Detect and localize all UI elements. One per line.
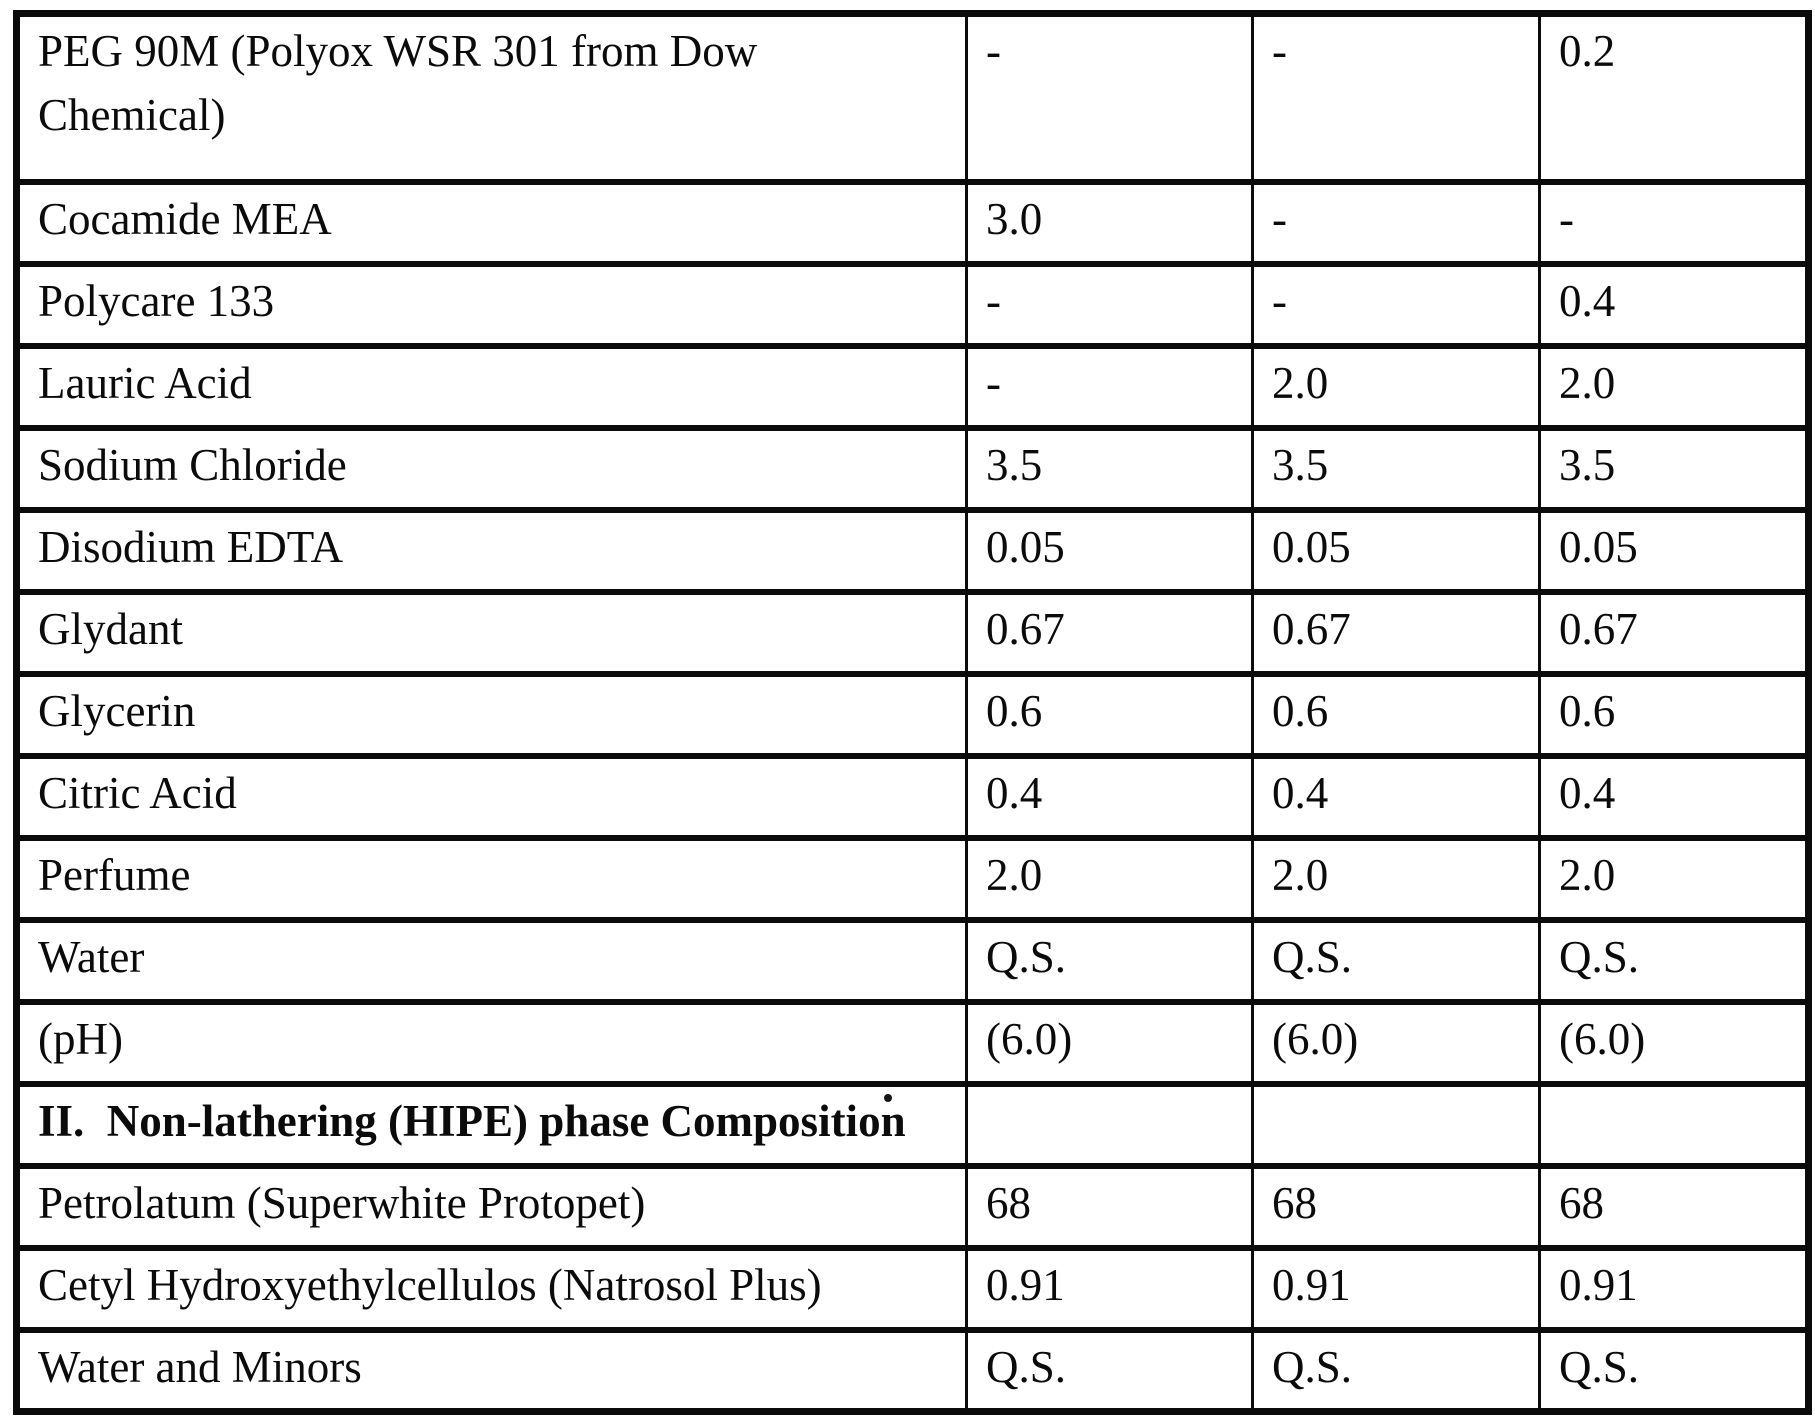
value-cell: 0.91: [1251, 1244, 1541, 1333]
table-row: II. Non-lathering (HIPE) phase Compositi…: [15, 1080, 1810, 1169]
table-row: Cetyl Hydroxyethylcellulos (Natrosol Plu…: [15, 1244, 1810, 1333]
value-cell: 3.5: [1538, 424, 1810, 513]
value-cell: 2.0: [1251, 342, 1541, 431]
value-cell: [1251, 1080, 1541, 1169]
table-row: Glycerin 0.6 0.6 0.6: [15, 670, 1810, 759]
ingredient-cell: PEG 90M (Polyox WSR 301 from Dow Chemica…: [15, 10, 968, 185]
value-cell: Q.S.: [1251, 1326, 1541, 1415]
value-cell: Q.S.: [1251, 916, 1541, 1005]
ingredient-cell: II. Non-lathering (HIPE) phase Compositi…: [15, 1080, 968, 1169]
ingredient-cell: Glydant: [15, 588, 968, 677]
value-cell: -: [1251, 260, 1541, 349]
table-row: Lauric Acid -2.0 2.0: [15, 342, 1810, 431]
ingredient-cell: Petrolatum (Superwhite Protopet): [15, 1162, 968, 1251]
value-cell: [965, 1080, 1254, 1169]
ingredient-cell: Sodium Chloride: [15, 424, 968, 513]
value-cell: 68: [1251, 1162, 1541, 1251]
ingredient-cell: Lauric Acid: [15, 342, 968, 431]
value-cell: 0.2: [1538, 10, 1810, 185]
value-cell: 2.0: [1538, 834, 1810, 923]
value-cell: 0.91: [1538, 1244, 1810, 1333]
ingredient-cell: Cocamide MEA: [15, 178, 968, 267]
value-cell: Q.S.: [965, 1326, 1254, 1415]
table-row: (pH) (6.0) (6.0) (6.0): [15, 998, 1810, 1087]
value-cell: 0.67: [1251, 588, 1541, 677]
ingredient-cell: Glycerin: [15, 670, 968, 759]
value-cell: 68: [965, 1162, 1254, 1251]
value-cell: 0.67: [965, 588, 1254, 677]
value-cell: (6.0): [1538, 998, 1810, 1087]
value-cell: 0.4: [965, 752, 1254, 841]
value-cell: 0.91: [965, 1244, 1254, 1333]
ingredient-cell: Citric Acid: [15, 752, 968, 841]
table-row: Perfume 2.0 2.0 2.0: [15, 834, 1810, 923]
value-cell: 0.05: [1251, 506, 1541, 595]
value-cell: (6.0): [1251, 998, 1541, 1087]
table-row: Disodium EDTA 0.05 0.05 0.05: [15, 506, 1810, 595]
value-cell: 2.0: [965, 834, 1254, 923]
ingredient-cell: (pH): [15, 998, 968, 1087]
value-cell: -: [1251, 10, 1541, 185]
value-cell: 0.05: [1538, 506, 1810, 595]
value-cell: -: [965, 342, 1254, 431]
table-row: Sodium Chloride 3.5 3.5 3.5: [15, 424, 1810, 513]
value-cell: 68: [1538, 1162, 1810, 1251]
value-cell: Q.S.: [1538, 1326, 1810, 1415]
table-row: Glydant 0.67 0.67 0.67: [15, 588, 1810, 677]
value-cell: 0.6: [965, 670, 1254, 759]
composition-table: PEG 90M (Polyox WSR 301 from Dow Chemica…: [13, 10, 1812, 1415]
value-cell: 2.0: [1538, 342, 1810, 431]
value-cell: -: [1251, 178, 1541, 267]
scan-artifact-dot: [884, 1094, 892, 1102]
value-cell: 0.6: [1251, 670, 1541, 759]
value-cell: 3.5: [1251, 424, 1541, 513]
value-cell: -: [965, 260, 1254, 349]
table-row: Water and Minors Q.S. Q.S. Q.S.: [15, 1326, 1810, 1415]
ingredient-cell: Cetyl Hydroxyethylcellulos (Natrosol Plu…: [15, 1244, 968, 1333]
value-cell: 0.6: [1538, 670, 1810, 759]
table-row: Water Q.S. Q.S. Q.S.: [15, 916, 1810, 1005]
table-row: Petrolatum (Superwhite Protopet) 68 68 68: [15, 1162, 1810, 1251]
ingredient-cell: Perfume: [15, 834, 968, 923]
ingredient-cell: Disodium EDTA: [15, 506, 968, 595]
ingredient-cell: Polycare 133: [15, 260, 968, 349]
ingredient-cell: Water and Minors: [15, 1326, 968, 1415]
value-cell: 0.05: [965, 506, 1254, 595]
value-cell: 0.4: [1538, 260, 1810, 349]
table-row: PEG 90M (Polyox WSR 301 from Dow Chemica…: [15, 10, 1810, 185]
value-cell: -: [965, 10, 1254, 185]
composition-table-body: PEG 90M (Polyox WSR 301 from Dow Chemica…: [15, 10, 1810, 1415]
value-cell: 3.5: [965, 424, 1254, 513]
value-cell: 0.4: [1538, 752, 1810, 841]
table-row: Polycare 133- -0.4: [15, 260, 1810, 349]
value-cell: Q.S.: [965, 916, 1254, 1005]
table-row: Cocamide MEA 3.0- -: [15, 178, 1810, 267]
value-cell: 3.0: [965, 178, 1254, 267]
value-cell: 0.67: [1538, 588, 1810, 677]
value-cell: Q.S.: [1538, 916, 1810, 1005]
value-cell: 0.4: [1251, 752, 1541, 841]
ingredient-cell: Water: [15, 916, 968, 1005]
value-cell: (6.0): [965, 998, 1254, 1087]
table-row: Citric Acid 0.4 0.4 0.4: [15, 752, 1810, 841]
value-cell: [1538, 1080, 1810, 1169]
value-cell: -: [1538, 178, 1810, 267]
value-cell: 2.0: [1251, 834, 1541, 923]
